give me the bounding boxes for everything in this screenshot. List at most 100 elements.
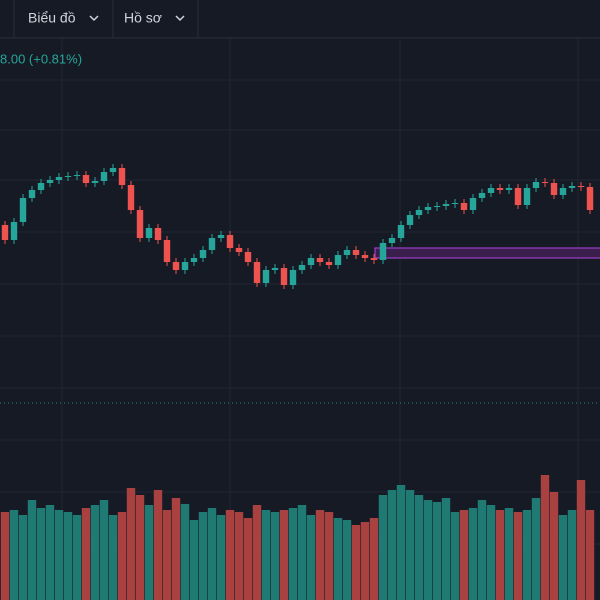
volume-bar bbox=[270, 512, 280, 600]
volume-bar bbox=[99, 500, 109, 600]
candle-body bbox=[136, 210, 144, 238]
candle-body bbox=[397, 225, 405, 238]
volume-bar bbox=[189, 520, 199, 600]
candle-body bbox=[415, 210, 423, 215]
chevron[interactable] bbox=[175, 15, 185, 22]
volume-bar bbox=[468, 508, 478, 600]
volume-bar bbox=[414, 495, 424, 600]
candle-body bbox=[577, 186, 585, 187]
volume-bar bbox=[279, 510, 289, 600]
candle-body bbox=[532, 182, 540, 188]
highlight-zone bbox=[374, 247, 600, 259]
volume-bar bbox=[540, 475, 550, 600]
candle-body bbox=[388, 238, 396, 243]
volume-bar bbox=[360, 522, 370, 600]
candle-body bbox=[298, 265, 306, 270]
menu-item[interactable]: Hồ sơ bbox=[124, 10, 162, 26]
candle-body bbox=[325, 262, 333, 265]
candle-body bbox=[163, 240, 171, 262]
candle-body bbox=[181, 262, 189, 270]
candle-body bbox=[334, 255, 342, 265]
candle-body bbox=[91, 181, 99, 183]
price-change: 8.00 (+0.81%) bbox=[0, 51, 82, 66]
candle-body bbox=[469, 198, 477, 210]
candle-body bbox=[190, 258, 198, 262]
volume-bar bbox=[90, 505, 100, 600]
candle-body bbox=[37, 183, 45, 190]
candle-body bbox=[253, 262, 261, 283]
candle-body bbox=[307, 258, 315, 265]
volume-bar bbox=[81, 508, 91, 600]
volume-bar bbox=[18, 515, 28, 600]
candle-body bbox=[262, 270, 270, 283]
candle-body bbox=[550, 183, 558, 195]
candle-body bbox=[64, 176, 72, 177]
volume-bar bbox=[297, 505, 307, 600]
candle-body bbox=[244, 252, 252, 262]
candle-body bbox=[226, 235, 234, 248]
volume-bar bbox=[351, 525, 361, 600]
candle-body bbox=[478, 193, 486, 198]
volume-bar bbox=[36, 508, 46, 600]
candle-body bbox=[28, 190, 36, 198]
candle-body bbox=[433, 206, 441, 207]
volume-bar bbox=[225, 510, 235, 600]
candle-body bbox=[280, 268, 288, 285]
candle-body bbox=[289, 270, 297, 285]
toolbar bbox=[0, 0, 600, 38]
volume-bar bbox=[0, 512, 10, 600]
menu-item[interactable]: Biểu đồ bbox=[28, 10, 76, 26]
candle-body bbox=[379, 243, 387, 260]
volume-bar bbox=[423, 500, 433, 600]
volume-bar bbox=[243, 518, 253, 600]
candle-body bbox=[127, 185, 135, 210]
volume-bar bbox=[558, 515, 568, 600]
volume-bar bbox=[549, 492, 559, 600]
candle-body bbox=[460, 203, 468, 210]
volume-bar bbox=[252, 505, 262, 600]
volume-bar bbox=[207, 508, 217, 600]
volume-bar bbox=[180, 504, 190, 600]
candle-body bbox=[109, 168, 117, 172]
volume-bar bbox=[432, 502, 442, 600]
volume-bar bbox=[27, 500, 37, 600]
volume-bar bbox=[567, 510, 577, 600]
candle-body bbox=[343, 250, 351, 255]
volume-bar bbox=[513, 512, 523, 600]
candle-body bbox=[73, 175, 81, 176]
volume-bar bbox=[171, 498, 181, 600]
candle-body bbox=[424, 207, 432, 210]
volume-bar bbox=[585, 510, 595, 600]
chevron[interactable] bbox=[89, 15, 99, 22]
candle-body bbox=[145, 228, 153, 238]
candle-body bbox=[82, 175, 90, 183]
candle-body bbox=[514, 188, 522, 205]
volume-bar bbox=[342, 520, 352, 600]
candle-body bbox=[154, 228, 162, 240]
candle-body bbox=[370, 258, 378, 260]
volume-bar bbox=[216, 515, 226, 600]
candle-body bbox=[352, 250, 360, 255]
volume-bar bbox=[126, 488, 136, 600]
candle-body bbox=[118, 168, 126, 185]
candle-body bbox=[487, 188, 495, 193]
candle-body bbox=[406, 215, 414, 225]
volume-bar bbox=[441, 498, 451, 600]
volume-bar bbox=[234, 512, 244, 600]
volume-bar bbox=[117, 512, 127, 600]
volume-bar bbox=[387, 490, 397, 600]
volume-bar bbox=[522, 510, 532, 600]
candle-body bbox=[586, 187, 594, 210]
candle-body bbox=[172, 262, 180, 270]
volume-bar bbox=[153, 490, 163, 600]
candle-body bbox=[100, 172, 108, 181]
volume-bar bbox=[198, 512, 208, 600]
candle-body bbox=[361, 255, 369, 258]
candle-body bbox=[442, 204, 450, 206]
volume-bar bbox=[324, 512, 334, 600]
candle-body bbox=[541, 182, 549, 183]
volume-bar bbox=[504, 508, 514, 600]
candle-body bbox=[217, 235, 225, 238]
